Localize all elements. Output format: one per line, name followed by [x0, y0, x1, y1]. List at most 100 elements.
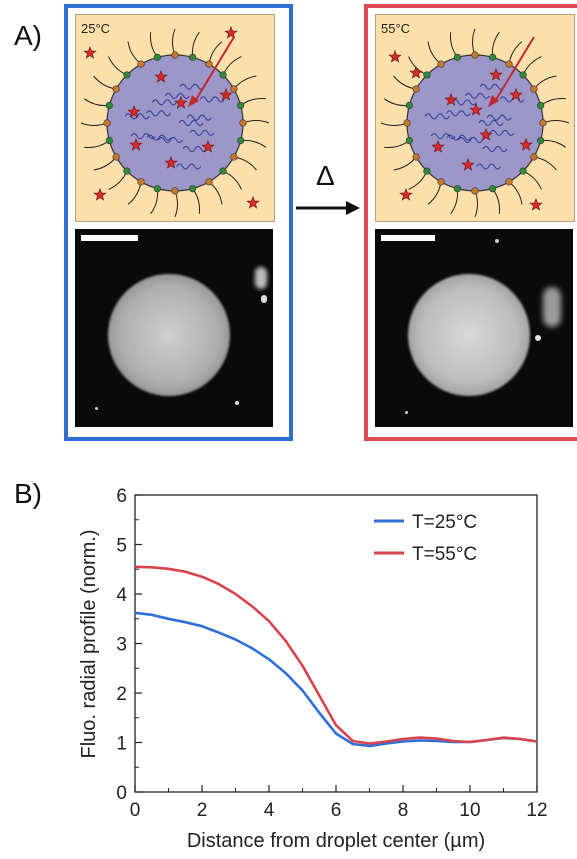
surfactant-head [405, 136, 413, 145]
bright-speck-25c [261, 295, 267, 303]
surfactant-head [537, 136, 545, 145]
heating-delta-label: Δ [316, 160, 335, 191]
surfactant-head [471, 51, 479, 59]
polymer-chain [482, 146, 508, 153]
polymer-chain [464, 92, 490, 99]
surfactant-tail [508, 181, 523, 205]
bright-speck-55c [495, 239, 499, 243]
surfactant-tail [384, 140, 410, 149]
x-tick-label: 6 [331, 800, 342, 821]
polymer-chain [486, 114, 512, 121]
y-tick-label: 1 [116, 734, 127, 755]
droplet-schematic-55c: 55°C [375, 14, 575, 222]
y-tick-label: 5 [116, 536, 127, 557]
surfactant-tail [192, 188, 201, 214]
scale-bar-25c [81, 235, 138, 241]
bright-speck-25c [95, 407, 98, 410]
fluorophore-star-icon [479, 127, 493, 141]
surfactant-tail [191, 31, 200, 58]
x-tick-label: 10 [459, 800, 480, 821]
bright-speck-55c [535, 335, 541, 341]
surfactant-tail [380, 122, 408, 126]
surfactant-tail [108, 56, 128, 76]
fluorophore-star-icon [461, 157, 475, 171]
surfactant-head [412, 85, 420, 93]
surfactant-head [537, 101, 545, 110]
surfactant-tail [240, 97, 266, 106]
surfactant-head [188, 53, 197, 61]
polymer-chain [451, 99, 477, 106]
fluorophore-star-icon [388, 49, 402, 63]
bright-speck-25c [235, 401, 239, 405]
fluorophore-star-icon [219, 87, 233, 101]
fluorophore-star-icon [127, 104, 141, 118]
x-tick-label: 8 [398, 800, 409, 821]
surfactant-tail [540, 139, 567, 148]
surfactant-tail [127, 181, 142, 205]
y-tick-label: 2 [116, 684, 127, 705]
surfactant-head [188, 185, 197, 193]
surfactant-tail [222, 170, 242, 190]
polymer-chain [146, 134, 172, 141]
x-axis-label: Distance from droplet center (µm) [187, 830, 485, 852]
polymer-chain [176, 163, 202, 170]
surfactant-tail [540, 97, 566, 106]
surfactant-tail [383, 98, 410, 107]
surfactant-tail [522, 170, 542, 190]
polymer-chain [446, 134, 472, 141]
series-line-55c [134, 565, 538, 745]
y-tick-label: 3 [116, 635, 127, 656]
polymer-chain [130, 133, 156, 140]
surfactant-tail [127, 41, 142, 65]
polymer-chain [430, 133, 456, 140]
x-tick-label: 4 [264, 800, 275, 821]
condition-55c-frame [364, 4, 577, 441]
surfactant-tail [427, 181, 442, 205]
surfactant-tail [427, 41, 442, 65]
surfactant-head [453, 185, 462, 193]
surfactant-tail [150, 188, 159, 215]
surfactant-head [205, 178, 213, 186]
bright-speck-25c [255, 267, 267, 289]
surfactant-tail [83, 98, 110, 107]
surfactant-head [423, 167, 431, 175]
surfactant-tail [542, 120, 570, 124]
fluorophore-star-icon [246, 195, 260, 209]
surfactant-head [171, 187, 179, 195]
surfactant-tail [174, 190, 178, 218]
surfactant-head [112, 85, 120, 93]
surfactant-head [153, 53, 162, 61]
fluorophore-star-icon [174, 95, 188, 109]
panel-b-label: B) [14, 478, 42, 509]
polymer-chain [182, 146, 208, 153]
polymer-chain [489, 129, 515, 136]
polymer-chain [178, 120, 204, 126]
fluorophore-star-icon [83, 45, 97, 59]
surfactant-tail [240, 139, 267, 148]
y-tick-label: 4 [116, 585, 127, 606]
surfactant-head [405, 101, 413, 110]
fluorophore-star-icon [154, 69, 168, 83]
fluorophore-star-icon [129, 137, 143, 151]
surfactant-tail [522, 56, 542, 76]
fluorophore-star-icon [519, 137, 533, 151]
heating-arrow [296, 201, 360, 215]
x-tick-label: 12 [526, 800, 547, 821]
droplet-diagram-55c [380, 28, 570, 218]
surfactant-head [219, 71, 227, 79]
polymer-chain [164, 92, 190, 99]
surfactant-head [437, 60, 445, 68]
surfactant-head [123, 71, 131, 79]
x-tick-label: 0 [130, 800, 141, 821]
surfactant-tail [408, 170, 428, 190]
fluorophore-star-icon [201, 139, 215, 153]
y-tick-label: 6 [116, 486, 127, 507]
microscopy-image-25c [75, 229, 273, 427]
temperature-label-55c: 55°C [381, 21, 411, 36]
polymer-chain [145, 110, 171, 117]
polymer-chain [189, 129, 215, 136]
surfactant-tail [233, 156, 257, 171]
surfactant-head [505, 60, 513, 68]
fluorophore-star-icon [431, 139, 445, 153]
surfactant-tail [84, 140, 110, 149]
